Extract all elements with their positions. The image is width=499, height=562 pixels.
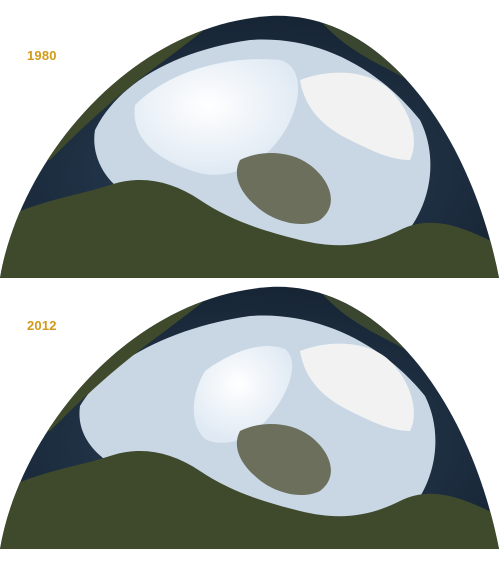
north-america-land xyxy=(0,451,499,549)
arctic-globe-image-2012 xyxy=(0,286,499,549)
arctic-globe-image-1980 xyxy=(0,15,499,278)
globe-panel-1980: 1980 xyxy=(0,10,499,278)
canadian-archipelago xyxy=(236,153,331,225)
canadian-archipelago xyxy=(236,424,331,496)
greenland-ice-sheet xyxy=(300,72,414,160)
globe-panel-2012: 2012 xyxy=(0,281,499,549)
multiyear-ice xyxy=(193,345,293,443)
multiyear-ice xyxy=(134,59,299,175)
north-america-land xyxy=(0,180,499,278)
year-label-1980: 1980 xyxy=(27,48,57,63)
year-label-2012: 2012 xyxy=(27,318,57,333)
greenland-ice-sheet xyxy=(300,343,414,431)
